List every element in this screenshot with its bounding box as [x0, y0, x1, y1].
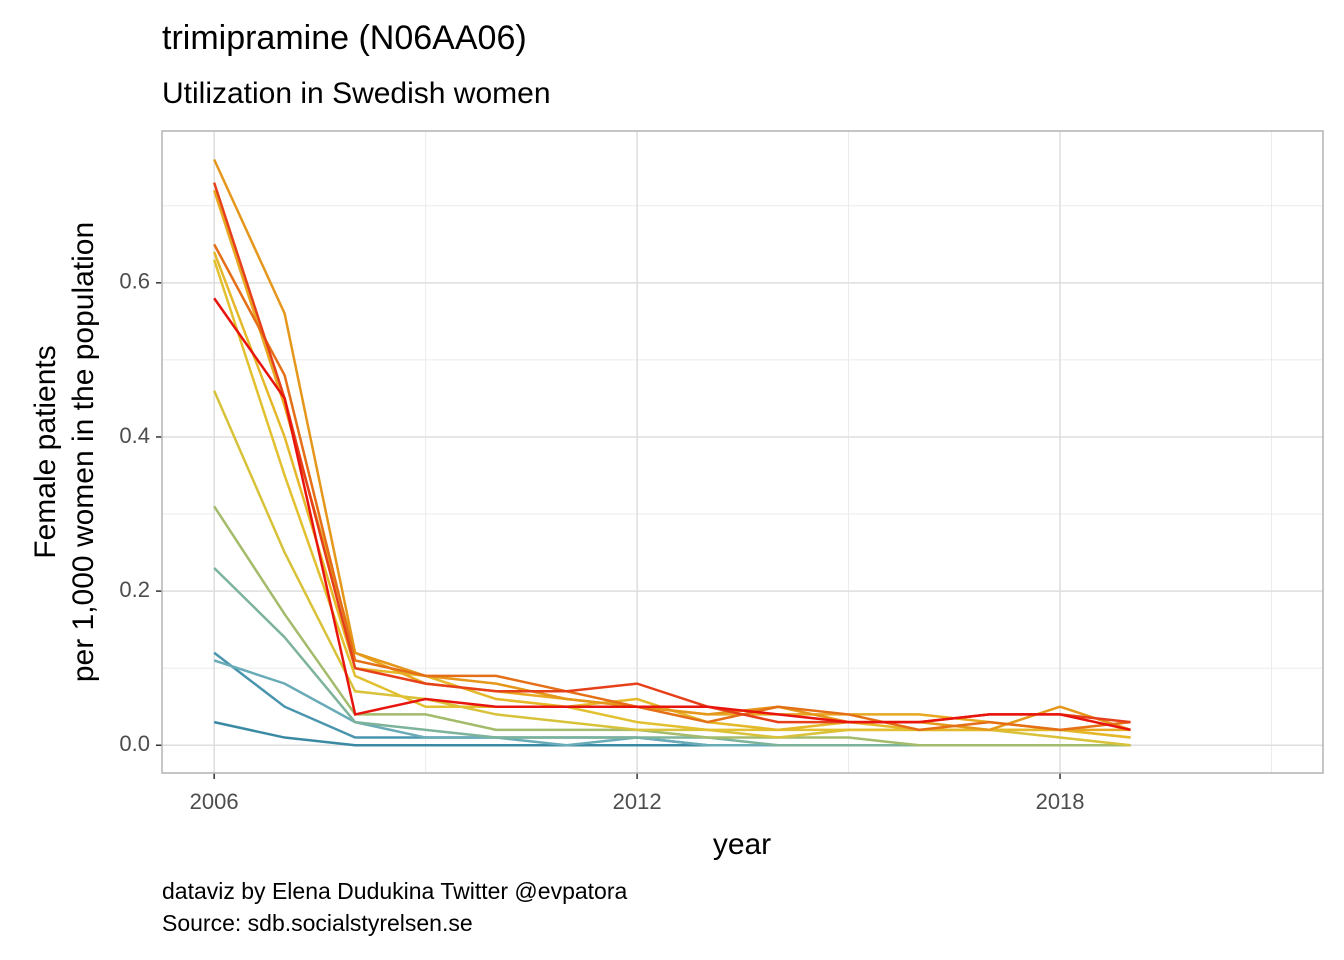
series-line [213, 158, 1131, 732]
series-line [213, 297, 1131, 732]
x-tick-label: 2006 [190, 789, 239, 814]
chart-title: trimipramine (N06AA06) [162, 19, 527, 57]
y-tick-label: 0.0 [119, 731, 150, 756]
chart-subtitle: Utilization in Swedish women [162, 77, 551, 110]
series-line [213, 505, 1131, 747]
y-tick-label: 0.2 [119, 577, 150, 602]
series-line [213, 390, 1131, 747]
x-axis-title: year [713, 828, 771, 861]
y-tick-label: 0.4 [119, 423, 150, 448]
y-axis-title: per 1,000 women in the population [67, 222, 100, 682]
plot-border [161, 130, 1324, 774]
x-tick-label: 2012 [613, 789, 662, 814]
series-line [212, 259, 1131, 739]
x-tick-label: 2018 [1036, 789, 1085, 814]
caption: Source: sdb.socialstyrelsen.se [162, 910, 473, 936]
y-tick-label: 0.6 [119, 269, 150, 294]
series-line [213, 243, 1131, 732]
caption: dataviz by Elena Dudukina Twitter @evpat… [162, 878, 627, 904]
y-axis-title: Female patients [29, 345, 62, 558]
